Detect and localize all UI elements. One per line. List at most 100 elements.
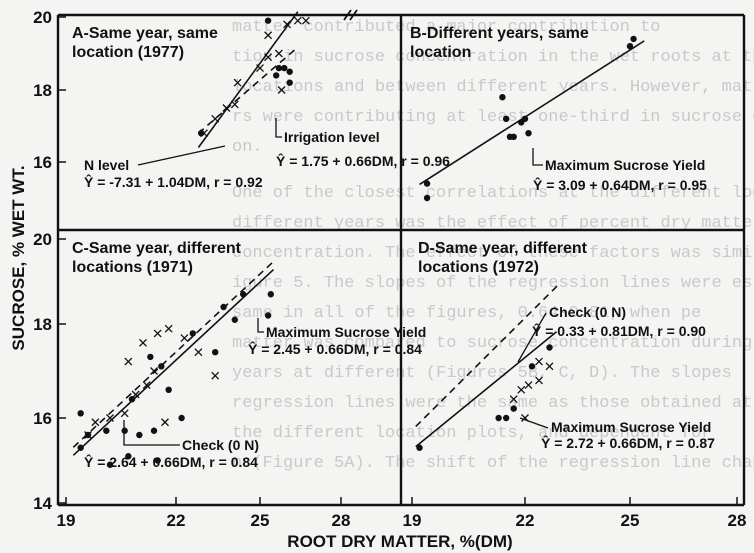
y-tick-label: 18 xyxy=(33,315,52,334)
panel-c-max-yield-equation: Ŷ = 2.45 + 0.66DM, r = 0.84 xyxy=(248,340,422,357)
panel-a-nlevel-label: N level xyxy=(84,157,129,173)
panel-a-nlevel-equation: Ŷ = -7.31 + 1.04DM, r = 0.92 xyxy=(84,173,263,190)
panel-a-point-dot xyxy=(264,17,272,24)
x-tick-label: 25 xyxy=(621,511,640,530)
background-text-line: rs were contributing at least one-third … xyxy=(232,108,754,127)
panel-b-point-dot xyxy=(502,115,510,123)
panel-c-point-x xyxy=(180,334,189,343)
panel-c-point-x xyxy=(124,357,133,366)
panel-c-point-dot xyxy=(267,291,274,298)
panel-a-regression-line xyxy=(197,11,299,149)
panel-d-max-yield-label: Maximum Sucrose Yield xyxy=(551,419,711,435)
panel-a-regression-line xyxy=(197,46,299,134)
background-text-line: matter contributed a major contribution … xyxy=(232,18,661,37)
x-tick-label: 19 xyxy=(57,511,76,530)
y-tick-label: 16 xyxy=(33,409,52,428)
panel-c-point-dot xyxy=(240,291,247,298)
panel-c-point-x xyxy=(120,409,129,418)
x-tick-label: 22 xyxy=(167,511,186,530)
tick-marks xyxy=(58,16,738,505)
panel-c-point-dot xyxy=(158,363,165,370)
panel-c-point-x xyxy=(161,418,169,427)
background-text-line: n (Figure 5A). The shift of the regressi… xyxy=(232,454,754,473)
panel-a-point-x xyxy=(274,49,283,58)
panel-b-max-yield-equation: Ŷ = 3.09 + 0.64DM, r = 0.95 xyxy=(533,176,707,193)
x-tick-label: 22 xyxy=(516,511,535,530)
panel-c-max-yield-leader xyxy=(257,318,264,333)
panel-d-point-x xyxy=(509,395,518,404)
panel-d-point-dot xyxy=(495,414,502,422)
panel-c-title-line1: C-Same year, different xyxy=(72,240,242,257)
x-tick-label: 19 xyxy=(403,511,422,530)
panel-titles: A-Same year, same location (1977) B-Diff… xyxy=(72,25,589,276)
panel-c-point-dot xyxy=(103,427,110,434)
panel-a-point-x xyxy=(222,104,231,112)
background-text-line: on. xyxy=(232,138,263,157)
background-text-line: tion in sucrose concentration in the wet… xyxy=(232,48,754,67)
panel-a-nlevel-leader xyxy=(137,145,226,166)
panel-d-point-x xyxy=(521,414,529,422)
panel-a-title-line2: location (1977) xyxy=(72,44,184,61)
panel-a-irrigation-leader xyxy=(275,118,282,138)
panel-a-point-x xyxy=(293,16,302,25)
panel-c-check-label: Check (0 N) xyxy=(182,437,259,453)
background-text-line: years at different (Figures 5B, C, D). T… xyxy=(232,364,732,383)
background-text-line: the different location plots, and depend… xyxy=(232,424,712,443)
panel-a-point-dot xyxy=(286,68,293,75)
y-axis-label: SUCROSE, % WET WT. xyxy=(9,165,28,350)
panel-c-point-dot xyxy=(264,312,272,319)
y-tick-label: 20 xyxy=(33,8,52,27)
panel-b-regression-line xyxy=(419,40,645,186)
panel-c-point-dot xyxy=(150,427,158,434)
chart-marks xyxy=(72,11,645,468)
background-text-line: locations and between different years. H… xyxy=(232,78,753,97)
x-tick-label: 25 xyxy=(251,511,270,530)
panel-d-check-label: Check (0 N) xyxy=(549,304,626,320)
y-tick-label: 20 xyxy=(33,230,52,249)
panel-c-point-dot xyxy=(220,303,227,311)
panel-d-point-dot xyxy=(528,363,536,370)
panel-d-point-x xyxy=(517,385,526,394)
panel-c-point-x xyxy=(139,338,147,347)
axis-break-stroke xyxy=(349,9,358,21)
panel-a-irrigation-label: Irrigation level xyxy=(284,129,380,145)
background-text-line: regression lines were the same as those … xyxy=(232,394,754,413)
background-text-line: same in all of the figures, 0.64-0.81, w… xyxy=(232,304,702,323)
panel-d-point-dot xyxy=(416,444,423,451)
panel-a-point-x xyxy=(301,16,310,25)
panel-d-point-x xyxy=(535,376,543,385)
x-tick-label: 28 xyxy=(332,511,351,530)
tick-labels: 14 16 18 20 16 18 20 19 22 25 28 19 22 2… xyxy=(33,8,746,530)
panel-c-point-x xyxy=(150,367,158,375)
panel-c-point-dot xyxy=(212,349,219,356)
panel-c-point-dot xyxy=(189,330,196,337)
panel-c-point-x xyxy=(211,371,220,380)
panel-d-title-line1: D-Same year, different xyxy=(418,240,588,257)
panel-d-check-leader xyxy=(517,312,547,363)
panel-c-point-x xyxy=(91,418,100,427)
panel-c-point-dot xyxy=(84,431,92,439)
panel-c-point-dot xyxy=(178,414,185,422)
panel-b-point-dot xyxy=(423,180,431,187)
panel-a-point-x xyxy=(283,20,291,29)
panel-c-point-dot xyxy=(136,431,143,439)
panel-b-point-dot xyxy=(510,133,517,140)
panel-a-point-x xyxy=(211,114,220,123)
background-text-line: matter was compared to sucrose concentra… xyxy=(232,334,754,353)
panel-c-point-dot xyxy=(128,396,136,403)
panel-b-point-dot xyxy=(423,194,431,202)
panel-d-max-yield-leader xyxy=(519,417,549,429)
panel-c-point-x xyxy=(153,329,162,338)
panel-a-point-dot xyxy=(281,64,288,72)
panel-d-title-line2: locations (1972) xyxy=(418,259,539,276)
panel-c-point-x xyxy=(164,324,173,333)
panel-c-point-dot xyxy=(231,316,238,323)
panel-d-point-x xyxy=(545,362,554,371)
y-tick-label: 16 xyxy=(33,153,52,172)
panel-b-title-line2: location xyxy=(410,44,471,61)
panel-d-point-dot xyxy=(502,414,510,422)
panel-d-point-x xyxy=(524,381,533,390)
panel-a-point-dot xyxy=(198,130,205,137)
